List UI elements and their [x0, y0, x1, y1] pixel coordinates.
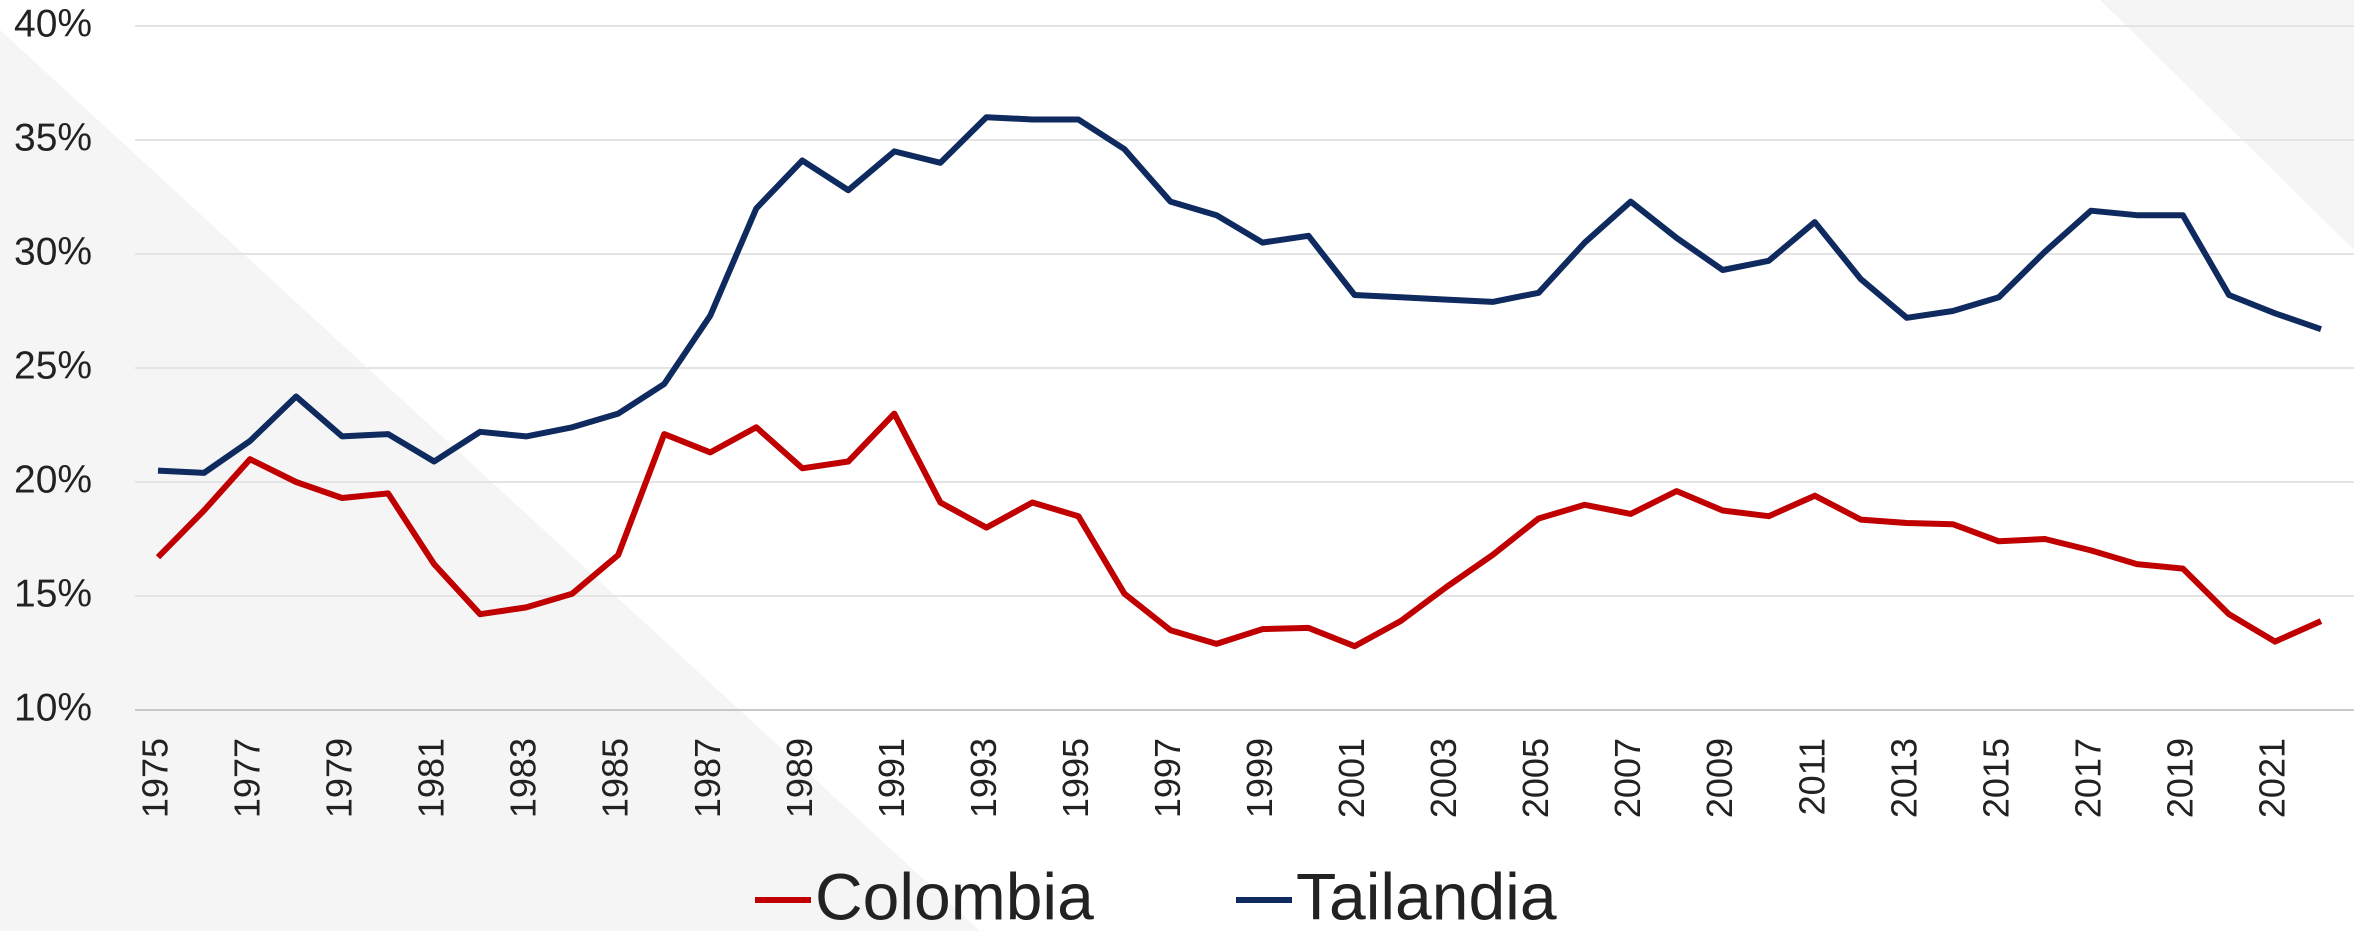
x-tick-label: 1993: [963, 738, 1004, 818]
x-tick-label: 1997: [1147, 738, 1188, 818]
background-shape: [2100, 0, 2354, 250]
x-tick-label: 1985: [595, 738, 636, 818]
x-tick-label: 2003: [1423, 738, 1464, 818]
x-tick-label: 2015: [1975, 738, 2016, 818]
x-tick-label: 1979: [319, 738, 360, 818]
series-line: [157, 114, 2322, 476]
legend-label: Colombia: [815, 859, 1094, 931]
x-tick-label: 2013: [1883, 738, 1924, 818]
x-tick-label: 1989: [779, 738, 820, 818]
x-tick-label: 2007: [1607, 738, 1648, 818]
x-tick-label: 1991: [871, 738, 912, 818]
series-line: [155, 410, 2323, 650]
x-tick-label: 1995: [1055, 738, 1096, 818]
x-tick-label: 1987: [687, 738, 728, 818]
x-tick-label: 2001: [1331, 738, 1372, 818]
legend-label: Tailandia: [1296, 859, 1557, 931]
x-tick-label: 2011: [1791, 738, 1832, 815]
x-tick-label: 2005: [1515, 738, 1556, 818]
y-tick-label: 35%: [14, 116, 92, 159]
y-tick-label: 30%: [14, 230, 92, 273]
y-tick-label: 20%: [14, 458, 92, 501]
x-tick-label: 2017: [2067, 738, 2108, 818]
x-tick-label: 1983: [503, 738, 544, 818]
y-tick-label: 25%: [14, 344, 92, 387]
x-tick-label: 2021: [2251, 738, 2292, 818]
background-shape: [0, 30, 980, 931]
y-tick-label: 10%: [14, 686, 92, 729]
x-tick-label: 1975: [135, 738, 176, 818]
x-tick-label: 2009: [1699, 738, 1740, 818]
x-tick-label: 1999: [1239, 738, 1280, 818]
y-tick-label: 15%: [14, 572, 92, 615]
x-tick-label: 1977: [227, 738, 268, 818]
x-tick-label: 2019: [2159, 738, 2200, 818]
y-tick-label: 40%: [14, 2, 92, 45]
x-tick-label: 1981: [411, 738, 452, 818]
